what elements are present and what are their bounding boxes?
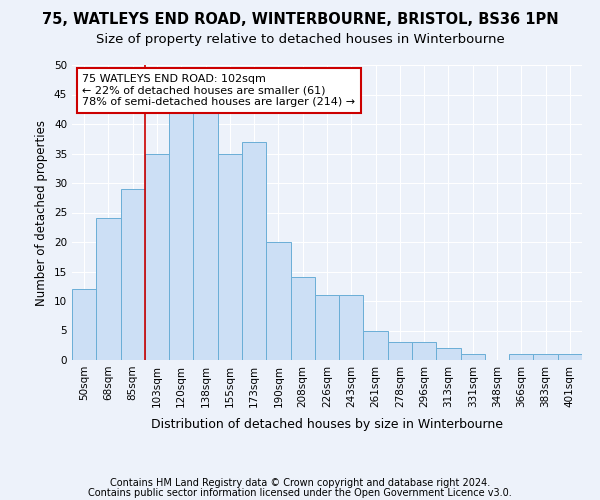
- Text: 75, WATLEYS END ROAD, WINTERBOURNE, BRISTOL, BS36 1PN: 75, WATLEYS END ROAD, WINTERBOURNE, BRIS…: [41, 12, 559, 28]
- Bar: [388, 342, 412, 360]
- Bar: [315, 295, 339, 360]
- Bar: [436, 348, 461, 360]
- Bar: [72, 289, 96, 360]
- Bar: [558, 354, 582, 360]
- Text: Contains HM Land Registry data © Crown copyright and database right 2024.: Contains HM Land Registry data © Crown c…: [110, 478, 490, 488]
- Bar: [364, 330, 388, 360]
- Bar: [169, 112, 193, 360]
- Bar: [533, 354, 558, 360]
- Bar: [145, 154, 169, 360]
- Bar: [266, 242, 290, 360]
- Bar: [121, 189, 145, 360]
- Bar: [290, 278, 315, 360]
- Bar: [509, 354, 533, 360]
- Bar: [339, 295, 364, 360]
- X-axis label: Distribution of detached houses by size in Winterbourne: Distribution of detached houses by size …: [151, 418, 503, 431]
- Text: Size of property relative to detached houses in Winterbourne: Size of property relative to detached ho…: [95, 32, 505, 46]
- Bar: [461, 354, 485, 360]
- Text: Contains public sector information licensed under the Open Government Licence v3: Contains public sector information licen…: [88, 488, 512, 498]
- Bar: [193, 112, 218, 360]
- Text: 75 WATLEYS END ROAD: 102sqm
← 22% of detached houses are smaller (61)
78% of sem: 75 WATLEYS END ROAD: 102sqm ← 22% of det…: [82, 74, 355, 107]
- Y-axis label: Number of detached properties: Number of detached properties: [35, 120, 49, 306]
- Bar: [218, 154, 242, 360]
- Bar: [242, 142, 266, 360]
- Bar: [412, 342, 436, 360]
- Bar: [96, 218, 121, 360]
